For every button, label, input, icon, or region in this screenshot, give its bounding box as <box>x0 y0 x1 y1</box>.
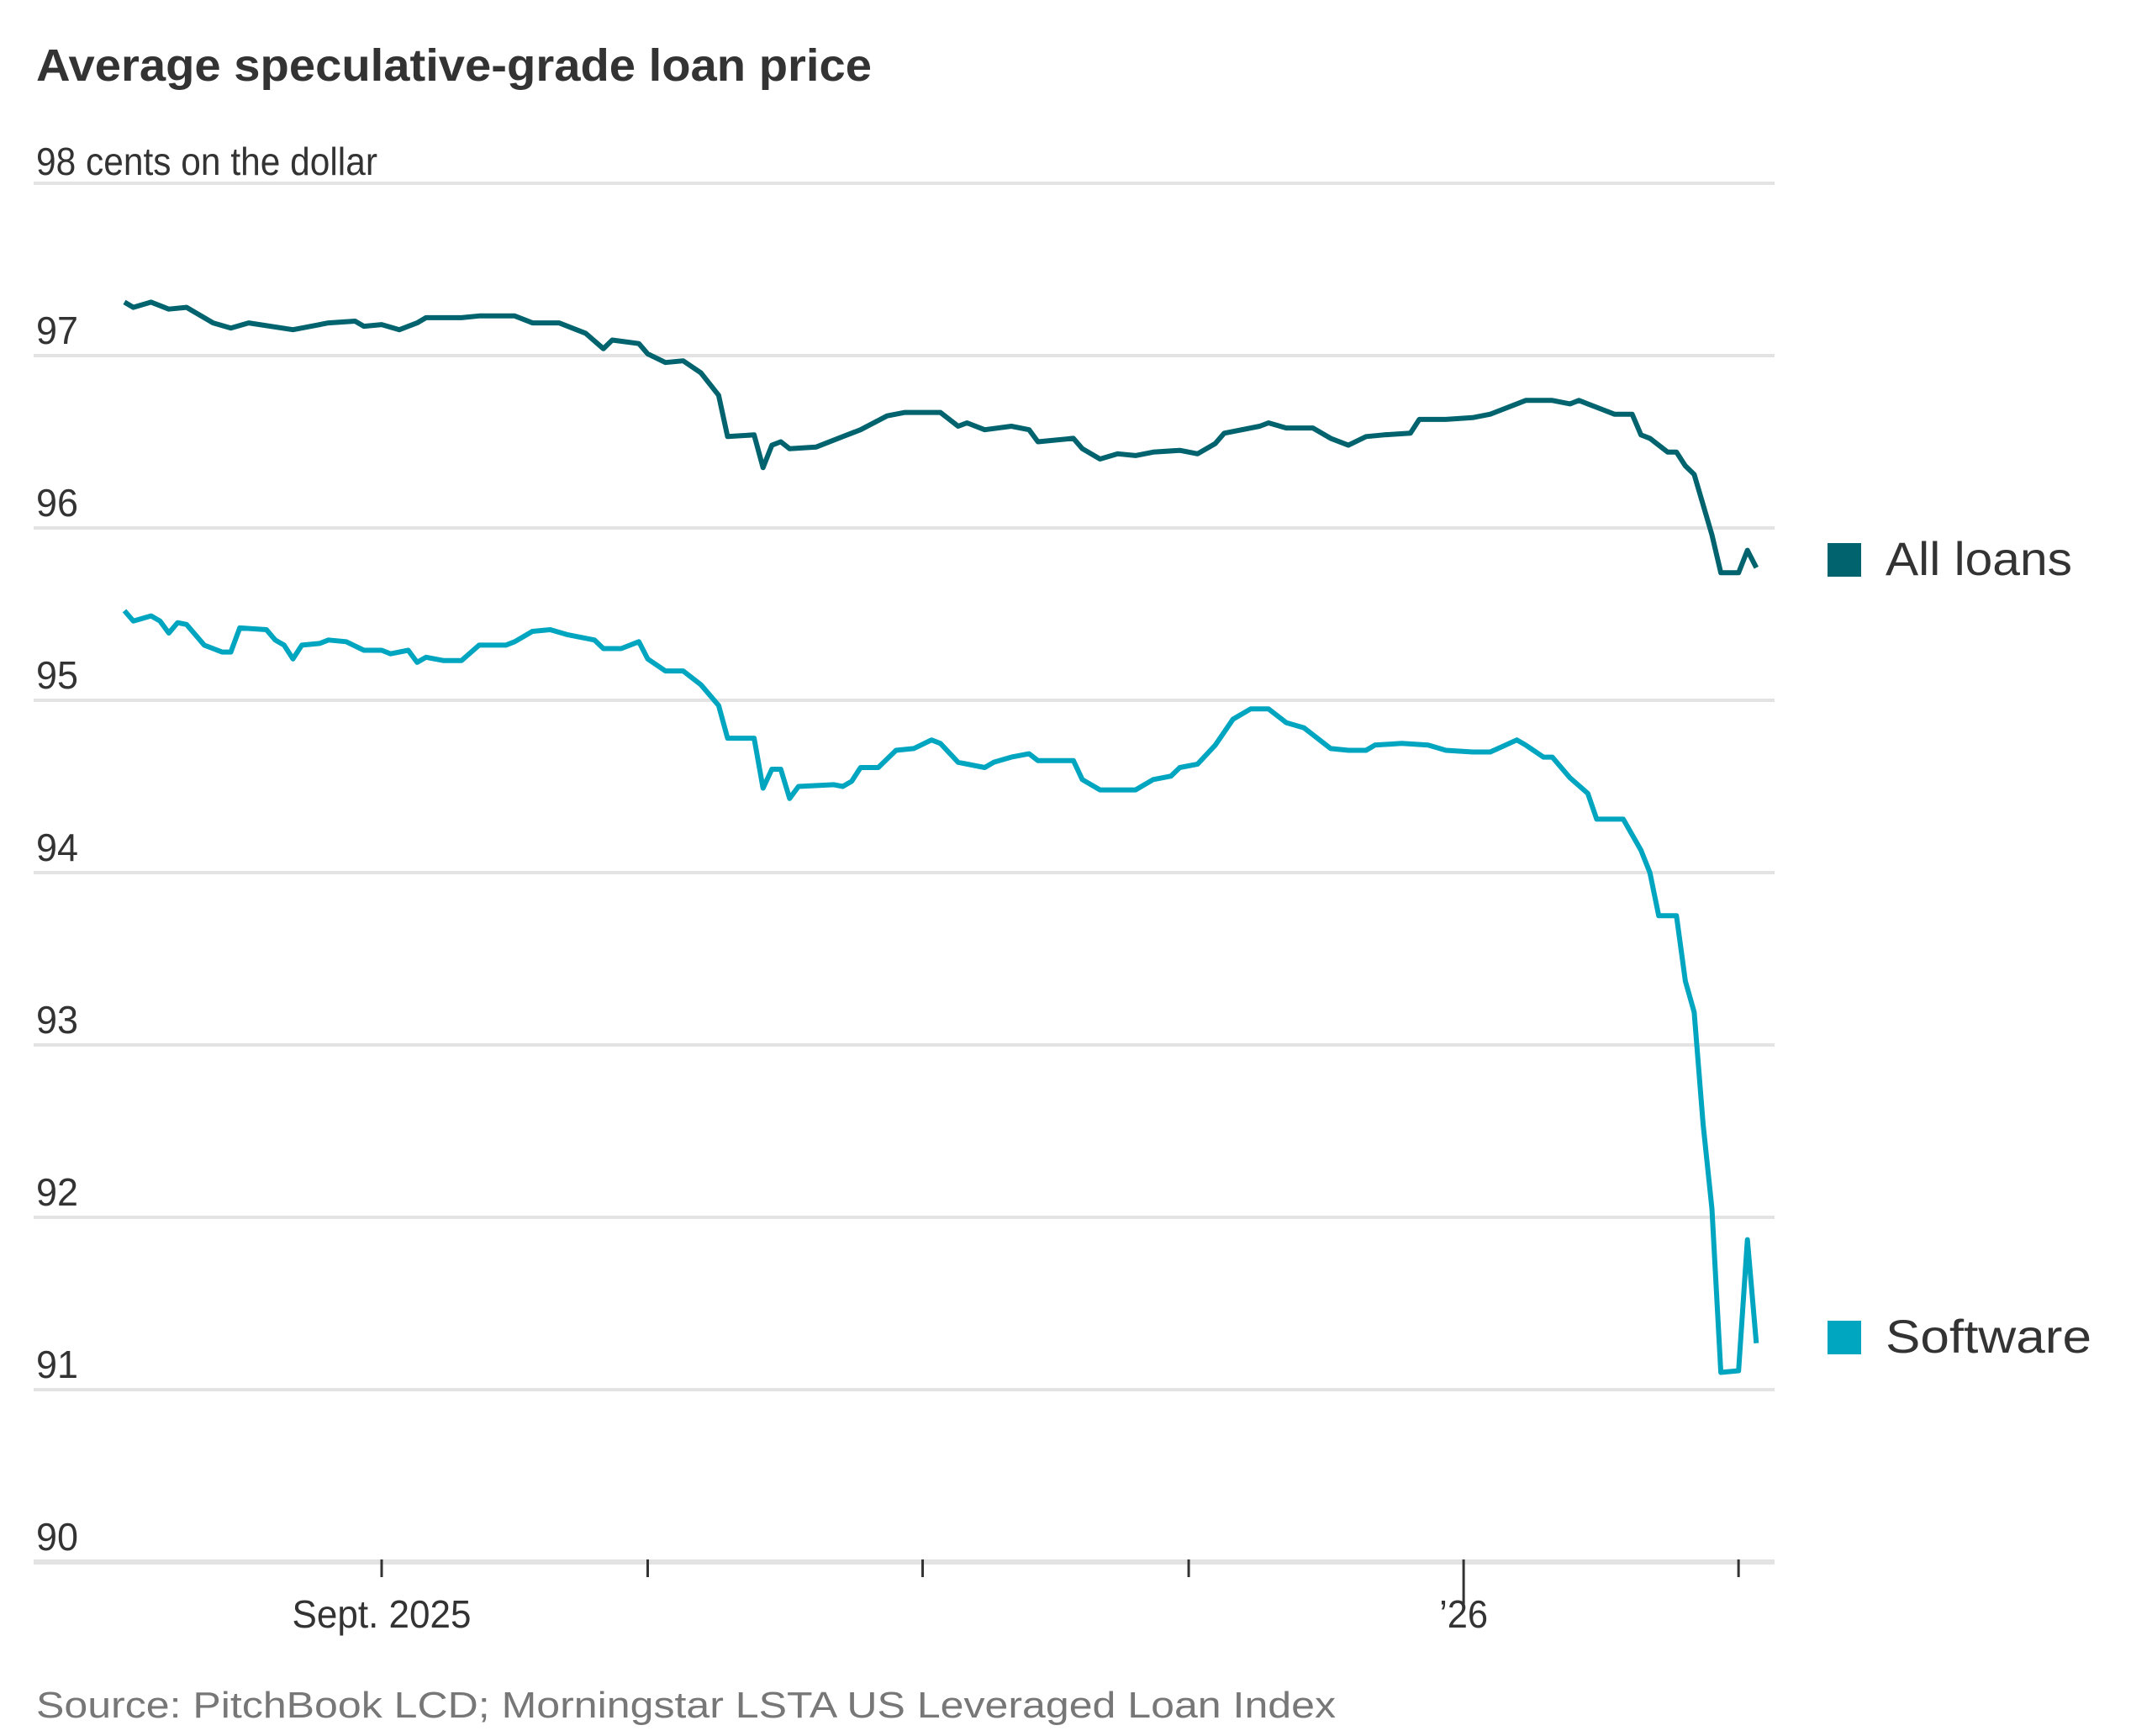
series-line-software <box>122 609 1759 1375</box>
y-tick-label-94: 94 <box>36 826 78 869</box>
x-tick-labels: Sept. 2025 ’26 <box>293 1592 1489 1636</box>
gridlines <box>34 182 1775 1391</box>
y-tick-label-97: 97 <box>36 309 78 352</box>
legend-swatch-software <box>1828 1321 1861 1354</box>
y-tick-label-96: 96 <box>36 481 78 525</box>
series-lines <box>122 299 1759 1375</box>
legend: All loans Software <box>1828 532 2091 1363</box>
x-axis <box>34 1559 1775 1604</box>
legend-label-all-loans: All loans <box>1886 532 2072 585</box>
x-tick-label-2025-09-01: Sept. 2025 <box>293 1592 472 1636</box>
y-axis-top-label: 98 cents on the dollar <box>36 140 377 183</box>
source-note: Source: PitchBook LCD; Morningstar LSTA … <box>36 1685 1336 1726</box>
legend-item-software: Software <box>1828 1310 2091 1363</box>
y-tick-label-95: 95 <box>36 653 78 697</box>
y-tick-label-90: 90 <box>36 1515 78 1559</box>
legend-item-all-loans: All loans <box>1828 532 2072 585</box>
y-tick-label-93: 93 <box>36 998 78 1042</box>
x-tick-label-2026-01-01: ’26 <box>1439 1592 1488 1636</box>
legend-swatch-all-loans <box>1828 543 1861 577</box>
y-tick-labels: 97 96 95 94 93 92 91 90 <box>36 309 78 1559</box>
y-tick-label-91: 91 <box>36 1343 78 1386</box>
y-tick-label-92: 92 <box>36 1170 78 1214</box>
legend-label-software: Software <box>1886 1310 2091 1363</box>
series-line-all-loans <box>123 299 1759 576</box>
chart-title: Average speculative-grade loan price <box>36 40 872 91</box>
